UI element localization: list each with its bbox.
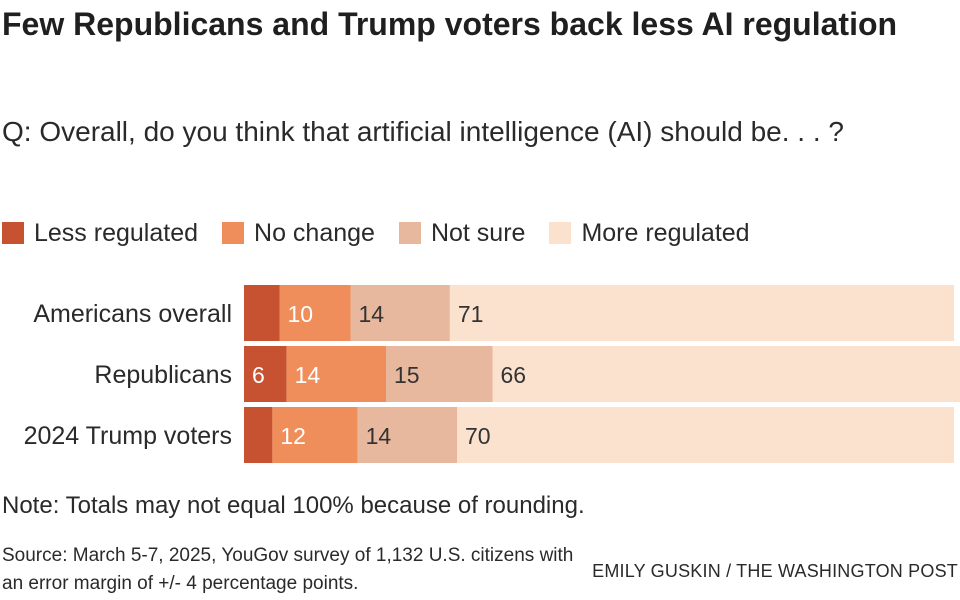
category-label-republicans: Republicans <box>94 361 232 389</box>
bar-less-regulated-americans-overall <box>244 285 280 341</box>
legend-swatch-more-regulated <box>549 222 572 244</box>
bar-less-regulated-2024-trump-voters <box>244 407 273 463</box>
bar-more-regulated-2024-trump-voters <box>457 407 954 463</box>
legend-label-no-change: No change <box>254 218 375 247</box>
legend-item-no-change: No change <box>222 219 375 248</box>
bar-no-change-americans-overall <box>279 285 351 341</box>
legend-label-not-sure: Not sure <box>430 218 526 247</box>
chart-title: Few Republicans and Trump voters back le… <box>2 6 898 42</box>
data-label-not-sure-2024-trump-voters: 14 <box>366 423 392 449</box>
bar-less-regulated-republicans <box>244 346 287 402</box>
chart-subtitle: Q: Overall, do you think that artificial… <box>2 116 844 147</box>
category-label-americans-overall: Americans overall <box>33 300 232 328</box>
data-label-more-regulated-americans-overall: 71 <box>458 301 484 327</box>
chart-note: Note: Totals may not equal 100% because … <box>2 492 585 519</box>
bar-more-regulated-americans-overall <box>449 285 954 341</box>
chart-credit: EMILY GUSKIN / THE WASHINGTON POST <box>592 561 958 581</box>
legend-swatch-not-sure <box>398 222 421 244</box>
data-label-not-sure-republicans: 15 <box>394 362 420 388</box>
chart-source: Source: March 5-7, 2025, YouGov survey o… <box>2 545 574 594</box>
category-label-2024-trump-voters: 2024 Trump voters <box>24 422 232 450</box>
bar-no-change-2024-trump-voters <box>272 407 358 463</box>
legend-label-more-regulated: More regulated <box>581 218 750 247</box>
bar-no-change-republicans <box>286 346 386 402</box>
bar-not-sure-2024-trump-voters <box>357 407 457 463</box>
bar-not-sure-americans-overall <box>350 285 450 341</box>
data-label-not-sure-americans-overall: 14 <box>359 301 385 327</box>
legend-label-less-regulated: Less regulated <box>34 218 199 247</box>
legend-item-not-sure: Not sure <box>398 218 526 248</box>
bar-more-regulated-republicans <box>492 346 960 402</box>
data-label-more-regulated-republicans: 66 <box>501 362 527 388</box>
data-label-no-change-republicans: 14 <box>295 362 321 388</box>
data-label-less-regulated-republicans: 6 <box>252 362 265 388</box>
data-label-more-regulated-2024-trump-voters: 70 <box>465 423 491 449</box>
legend-swatch-no-change <box>222 222 245 244</box>
data-label-no-change-americans-overall: 10 <box>288 301 314 327</box>
legend-item-less-regulated: Less regulated <box>2 219 198 248</box>
legend-swatch-less-regulated <box>2 222 24 244</box>
bar-not-sure-republicans <box>386 346 493 402</box>
stacked-bar-chart: Americans overall 10 14 71 Republicans 6 14 15 6… <box>24 285 960 463</box>
legend-item-more-regulated: More regulated <box>549 218 750 248</box>
legend: Less regulated No change Not sure More r… <box>2 215 774 251</box>
data-label-no-change-2024-trump-voters: 12 <box>280 423 306 449</box>
